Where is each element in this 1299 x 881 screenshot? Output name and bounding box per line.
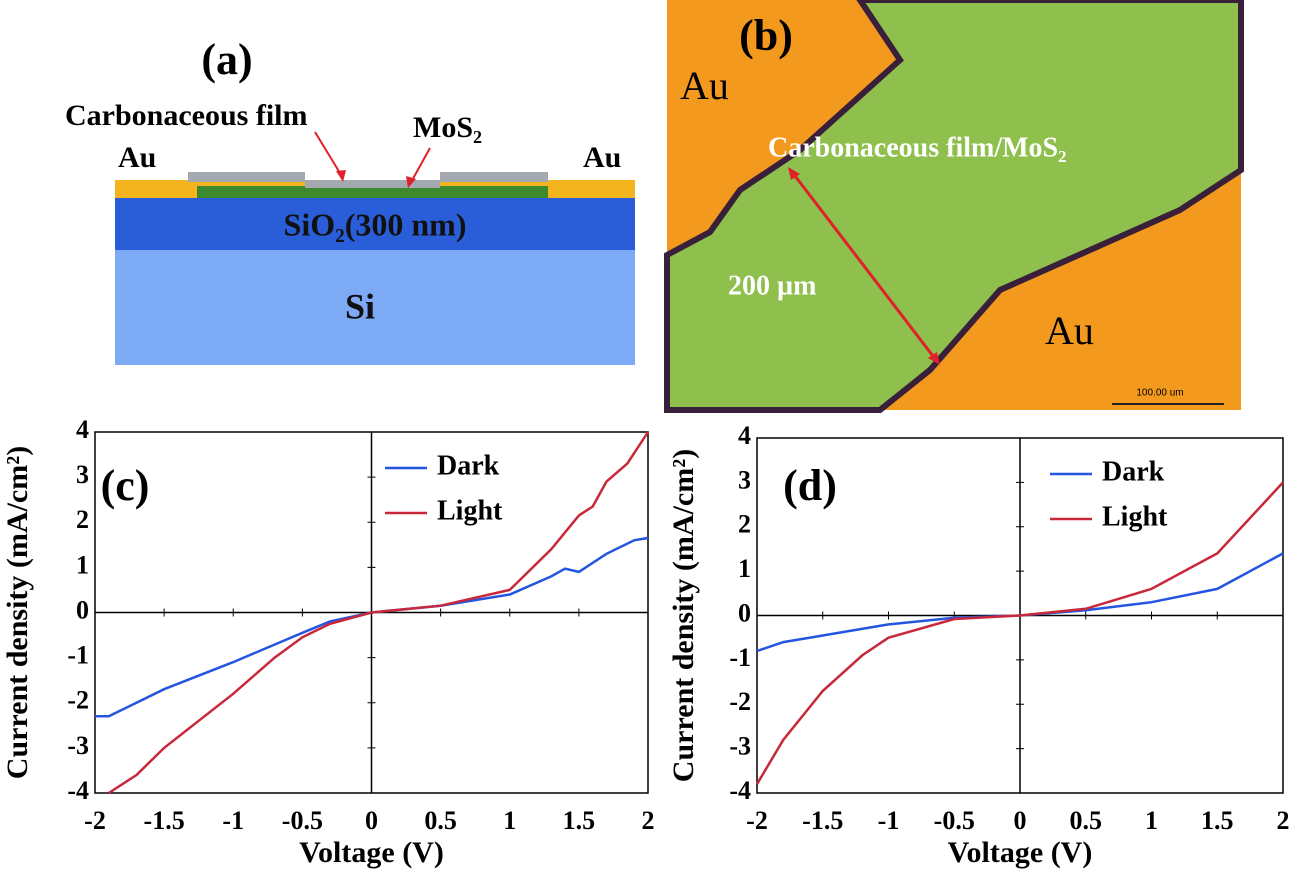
arrowhead — [788, 167, 800, 180]
arrow — [314, 131, 344, 179]
width-label: 200 µm — [728, 270, 816, 301]
y-tick-label: 0 — [738, 598, 751, 627]
x-tick-label: -1.5 — [802, 806, 843, 835]
panel-label: (a) — [201, 35, 252, 84]
y-tick-label: 4 — [76, 415, 89, 444]
arrowhead — [406, 176, 416, 188]
y-tick-label: -3 — [67, 731, 89, 760]
y-axis-label: Current density (mA/cm²) — [1, 446, 34, 779]
x-tick-label: 1.5 — [563, 806, 596, 835]
width-arrow — [790, 171, 938, 361]
x-tick-label: -2 — [84, 806, 106, 835]
scale-label: 100.00 um — [1136, 388, 1183, 399]
sio2-layer — [115, 198, 635, 250]
y-tick-label: -2 — [67, 686, 89, 715]
y-tick-label: 0 — [76, 595, 89, 624]
x-tick-label: 0 — [365, 806, 378, 835]
y-axis-label: Current density (mA/cm²) — [667, 449, 700, 782]
y-tick-label: -4 — [729, 776, 751, 805]
x-axis-label: Voltage (V) — [948, 836, 1093, 869]
au-label: Au — [118, 141, 156, 174]
x-tick-label: 2 — [642, 806, 655, 835]
panel-label: (c) — [101, 461, 150, 510]
arrowhead — [336, 170, 346, 182]
series-line — [108, 431, 650, 795]
si-label: Si — [345, 286, 375, 326]
legend-label: Light — [437, 495, 503, 526]
x-tick-label: 1.5 — [1201, 806, 1234, 835]
legend-label: Dark — [1102, 456, 1165, 487]
x-axis-label: Voltage (V) — [299, 836, 444, 869]
y-tick-label: 1 — [76, 550, 89, 579]
arrowhead — [928, 352, 940, 365]
panel-b: (b) Au Carbonaceous film/MoS₂ 200 µm Au … — [664, 0, 1244, 413]
film-label: Carbonaceous film/MoS₂ — [768, 132, 1067, 163]
x-tick-label: -1.5 — [144, 806, 185, 835]
x-tick-label: 0 — [1014, 806, 1027, 835]
x-tick-label: -1 — [222, 806, 244, 835]
x-tick-label: 1 — [503, 806, 516, 835]
film-label: Carbonaceous film — [65, 99, 308, 132]
x-tick-label: -0.5 — [282, 806, 323, 835]
au-label: Au — [583, 141, 621, 174]
panel-label: (b) — [739, 11, 793, 60]
y-tick-label: -4 — [67, 776, 89, 805]
film-piece — [440, 172, 548, 182]
x-tick-label: -0.5 — [934, 806, 975, 835]
y-tick-label: 1 — [738, 554, 751, 583]
mos2-label: MoS₂ — [413, 111, 482, 144]
y-tick-label: -2 — [729, 687, 751, 716]
panel-a: (a) Carbonaceous film MoS₂ Au Au SiO₂(30… — [65, 35, 635, 365]
x-tick-label: 0.5 — [424, 806, 457, 835]
legend-label: Dark — [437, 450, 500, 481]
y-tick-label: 2 — [76, 505, 89, 534]
legend-label: Light — [1102, 501, 1168, 532]
arrow — [409, 147, 431, 185]
film-piece — [305, 180, 440, 188]
film-piece — [188, 172, 305, 182]
panel-label: (d) — [783, 461, 837, 510]
si-layer — [115, 250, 635, 365]
x-tick-label: -2 — [746, 806, 768, 835]
au-label: Au — [1045, 308, 1094, 353]
y-tick-label: -1 — [729, 643, 751, 672]
sio2-label: SiO₂(300 nm) — [284, 206, 467, 242]
y-tick-label: 2 — [738, 510, 751, 539]
x-tick-label: 2 — [1277, 806, 1290, 835]
y-tick-label: 3 — [738, 465, 751, 494]
series-line — [755, 481, 1284, 785]
x-tick-label: 1 — [1145, 806, 1158, 835]
x-tick-label: -1 — [878, 806, 900, 835]
x-tick-label: 0.5 — [1070, 806, 1103, 835]
film-region — [664, 0, 1244, 413]
mos2-layer — [197, 186, 548, 198]
y-tick-label: 3 — [76, 460, 89, 489]
y-tick-label: 4 — [738, 421, 751, 450]
y-tick-label: -1 — [67, 641, 89, 670]
au-label: Au — [680, 63, 729, 108]
y-tick-label: -3 — [729, 732, 751, 761]
